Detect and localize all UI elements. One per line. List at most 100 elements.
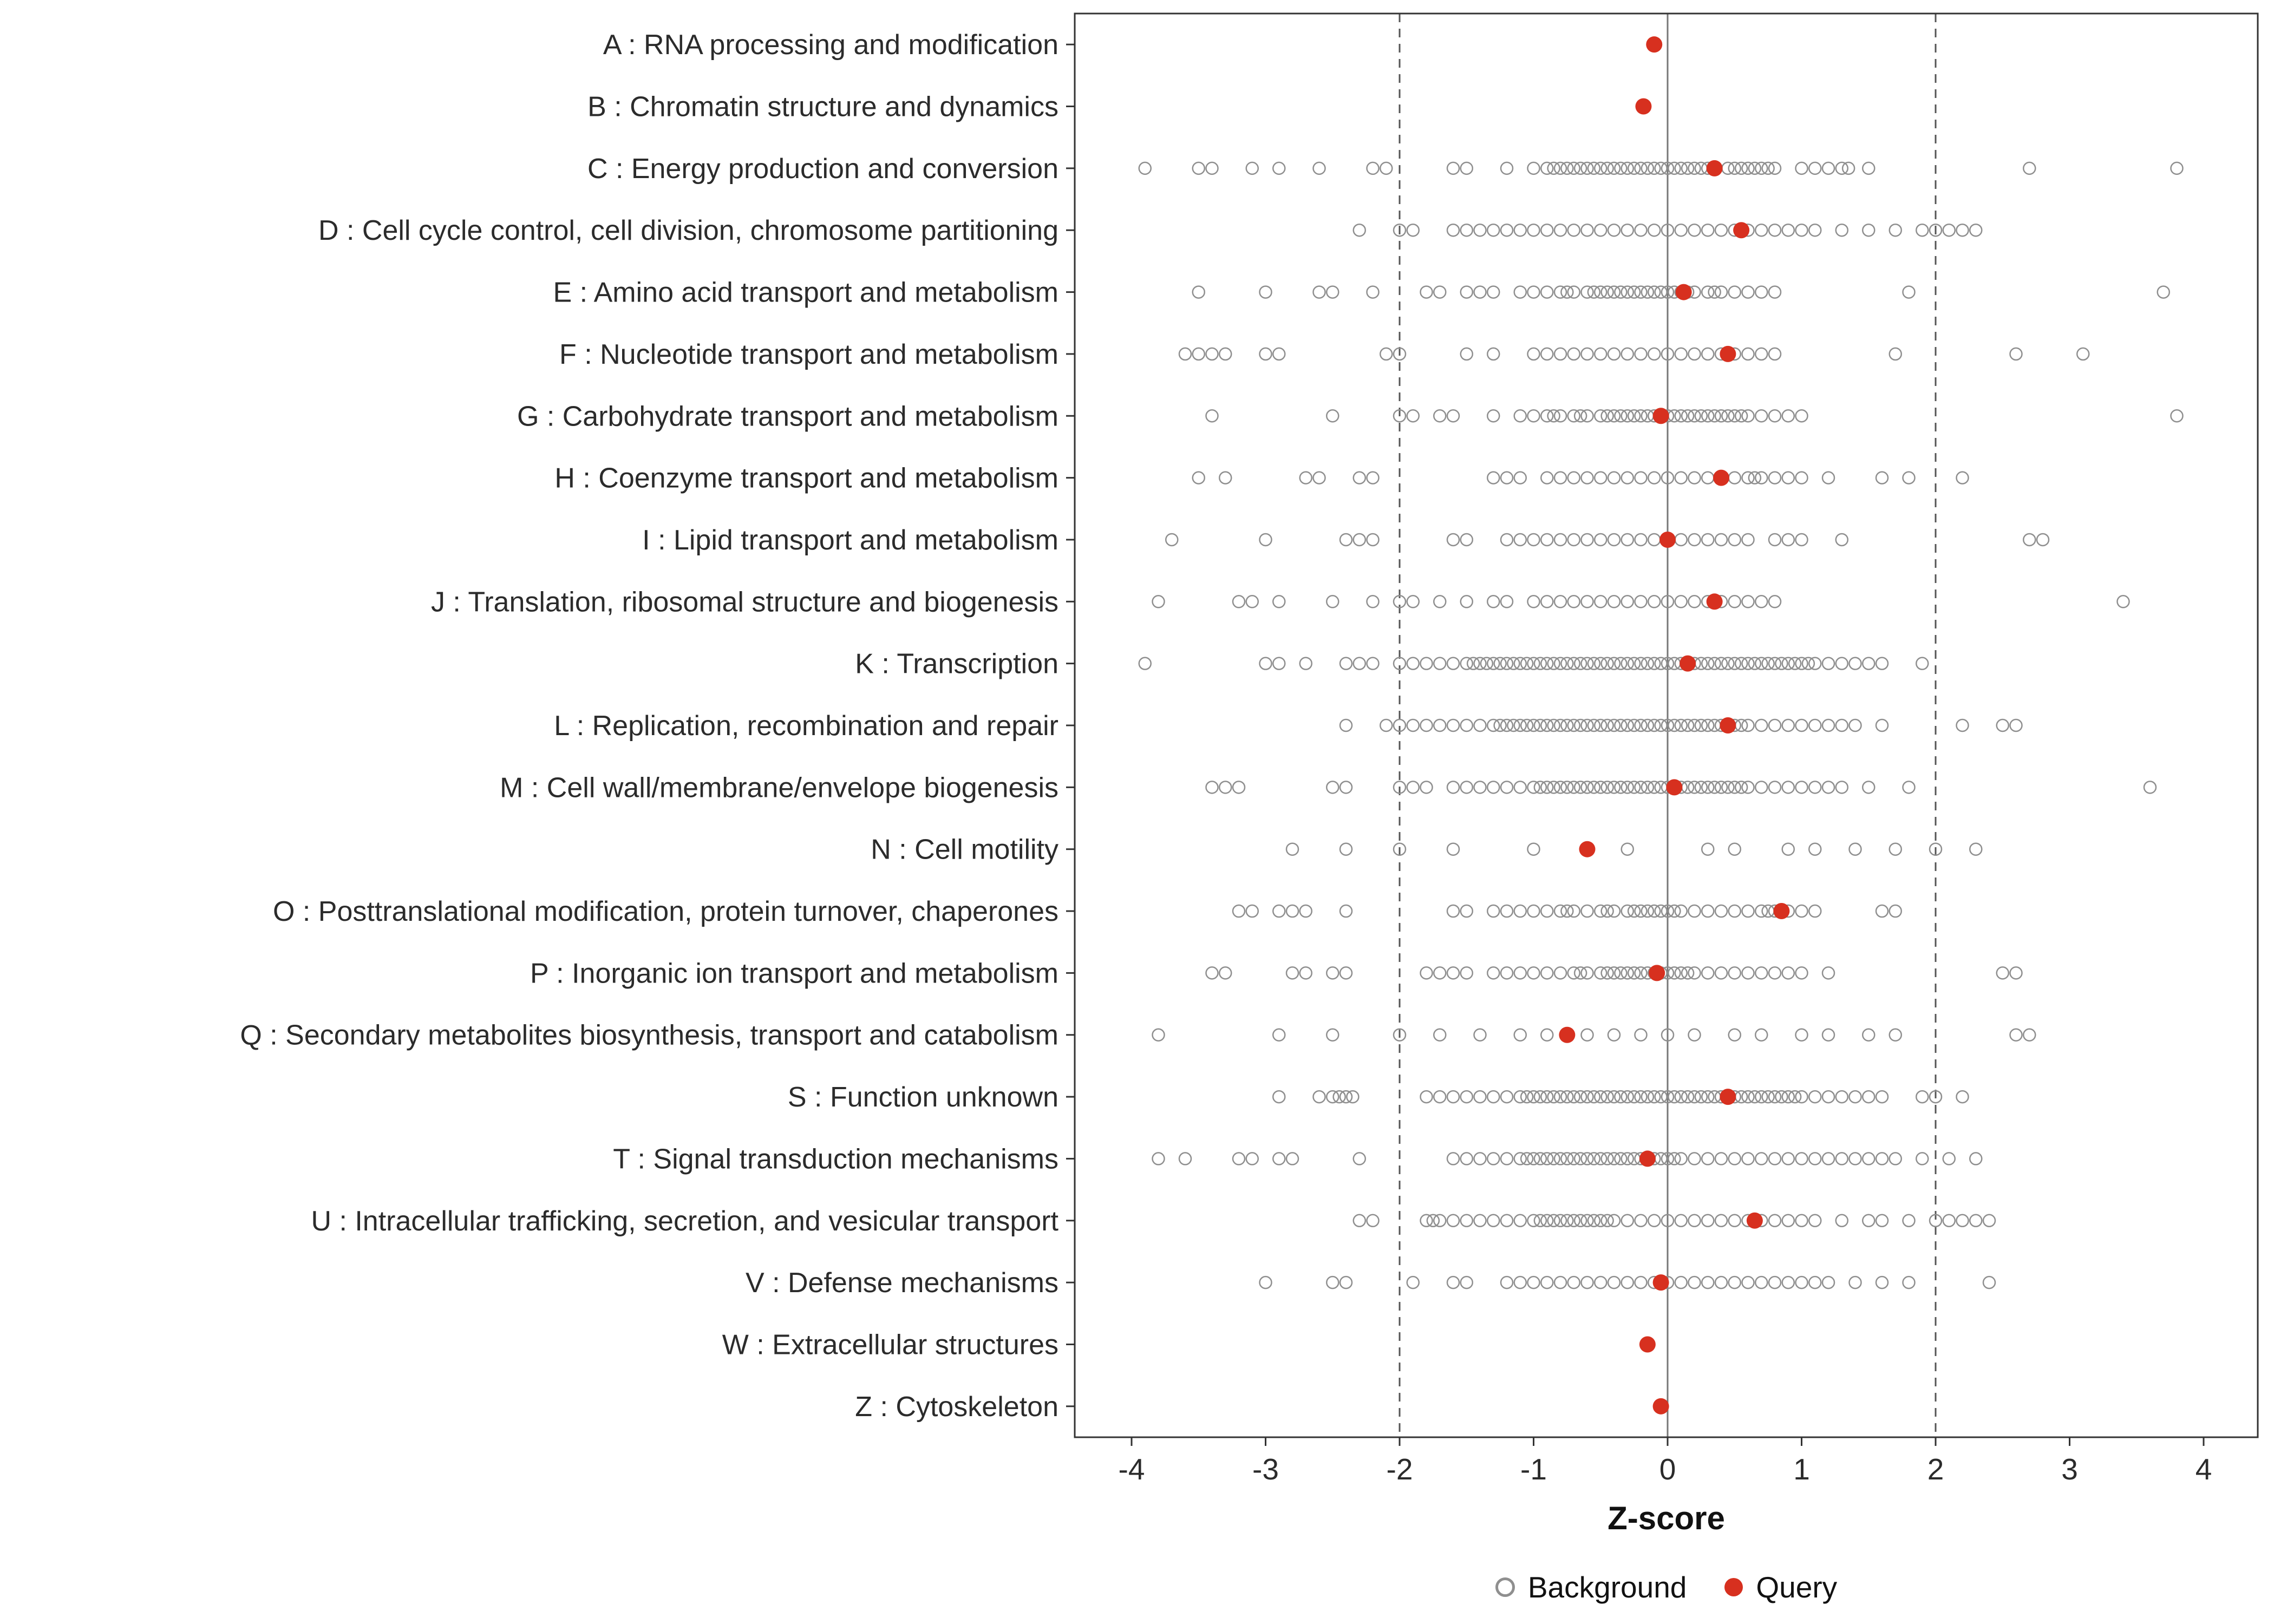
background-point (1701, 1090, 1715, 1104)
background-point (1460, 904, 1473, 918)
background-point (1580, 1090, 1594, 1104)
background-point (1674, 1214, 1688, 1228)
background-point (1339, 718, 1353, 732)
category-label: A : RNA processing and modification (603, 29, 1058, 61)
background-point (1701, 409, 1715, 423)
category-label: H : Coenzyme transport and metabolism (554, 463, 1058, 494)
background-point (1788, 1090, 1802, 1104)
background-point (1446, 1275, 1460, 1289)
background-point (1259, 285, 1272, 299)
background-point (1661, 285, 1675, 299)
background-point (1620, 285, 1634, 299)
query-point (1652, 1274, 1669, 1291)
background-point (1567, 966, 1580, 980)
background-point (1781, 223, 1795, 237)
background-point (1513, 533, 1527, 547)
background-point (1500, 161, 1514, 175)
background-point (1668, 966, 1681, 980)
background-point (1795, 904, 1808, 918)
background-point (1493, 718, 1507, 732)
background-point (1567, 161, 1580, 175)
background-point (1594, 904, 1608, 918)
background-point (2157, 285, 2170, 299)
background-point (1755, 1152, 1768, 1165)
background-point (1634, 1214, 1648, 1228)
background-point (1446, 966, 1460, 980)
background-point (1627, 657, 1641, 670)
category-label: S : Function unknown (788, 1082, 1058, 1113)
background-point (1661, 657, 1675, 670)
background-point (1420, 1090, 1433, 1104)
background-point (1460, 285, 1473, 299)
background-point (1728, 1152, 1741, 1165)
background-point (1600, 1214, 1614, 1228)
background-point (1312, 471, 1326, 484)
background-point (1634, 595, 1648, 608)
background-point (1460, 1090, 1473, 1104)
background-point (1728, 533, 1741, 547)
background-point (1540, 595, 1554, 608)
background-point (1540, 1214, 1554, 1228)
background-point (1634, 1090, 1648, 1104)
background-point (1634, 223, 1648, 237)
background-point (1648, 347, 1661, 361)
background-point (1460, 1214, 1473, 1228)
background-point (1366, 471, 1380, 484)
background-point (1821, 781, 1835, 794)
background-point (1553, 1214, 1567, 1228)
background-point (1594, 161, 1608, 175)
background-point (1835, 1214, 1848, 1228)
background-point (1205, 161, 1219, 175)
background-point (1473, 1152, 1487, 1165)
background-point (1560, 1152, 1574, 1165)
background-point (1594, 1090, 1608, 1104)
background-point (1567, 657, 1580, 670)
background-point (1406, 1275, 1420, 1289)
background-point (1393, 409, 1407, 423)
background-point (1848, 657, 1862, 670)
background-point (1889, 347, 1902, 361)
background-point (1527, 842, 1540, 856)
background-point (1567, 1275, 1580, 1289)
background-point (1956, 223, 1969, 237)
background-point (1875, 1090, 1889, 1104)
background-point (1835, 718, 1848, 732)
background-point (1540, 223, 1554, 237)
background-point (1607, 781, 1621, 794)
background-point (1594, 1214, 1608, 1228)
background-point (1366, 533, 1380, 547)
background-point (1654, 657, 1668, 670)
background-point (1326, 1028, 1339, 1042)
background-point (1607, 657, 1621, 670)
background-point (1889, 1028, 1902, 1042)
background-point (1326, 285, 1339, 299)
background-point (1648, 781, 1661, 794)
background-point (1916, 657, 1929, 670)
background-point (1580, 904, 1594, 918)
background-point (1487, 657, 1500, 670)
background-point (1889, 223, 1902, 237)
background-point (1600, 904, 1614, 918)
background-point (1795, 533, 1808, 547)
background-point (1527, 1090, 1540, 1104)
background-point (1761, 1090, 1775, 1104)
background-point (1527, 347, 1540, 361)
background-point (1862, 1090, 1876, 1104)
background-point (1547, 657, 1560, 670)
background-point (1178, 347, 1192, 361)
background-point (1507, 657, 1520, 670)
background-point (1648, 471, 1661, 484)
background-point (1620, 533, 1634, 547)
background-point (1734, 657, 1748, 670)
background-point (1681, 161, 1695, 175)
background-point (1533, 718, 1547, 732)
background-point (1634, 781, 1648, 794)
query-point (1706, 593, 1723, 610)
background-point (2076, 347, 2090, 361)
background-point (1553, 966, 1567, 980)
background-point (1728, 842, 1741, 856)
background-point (1205, 409, 1219, 423)
background-point (1634, 1275, 1648, 1289)
background-point (1627, 409, 1641, 423)
background-point (1835, 161, 1848, 175)
